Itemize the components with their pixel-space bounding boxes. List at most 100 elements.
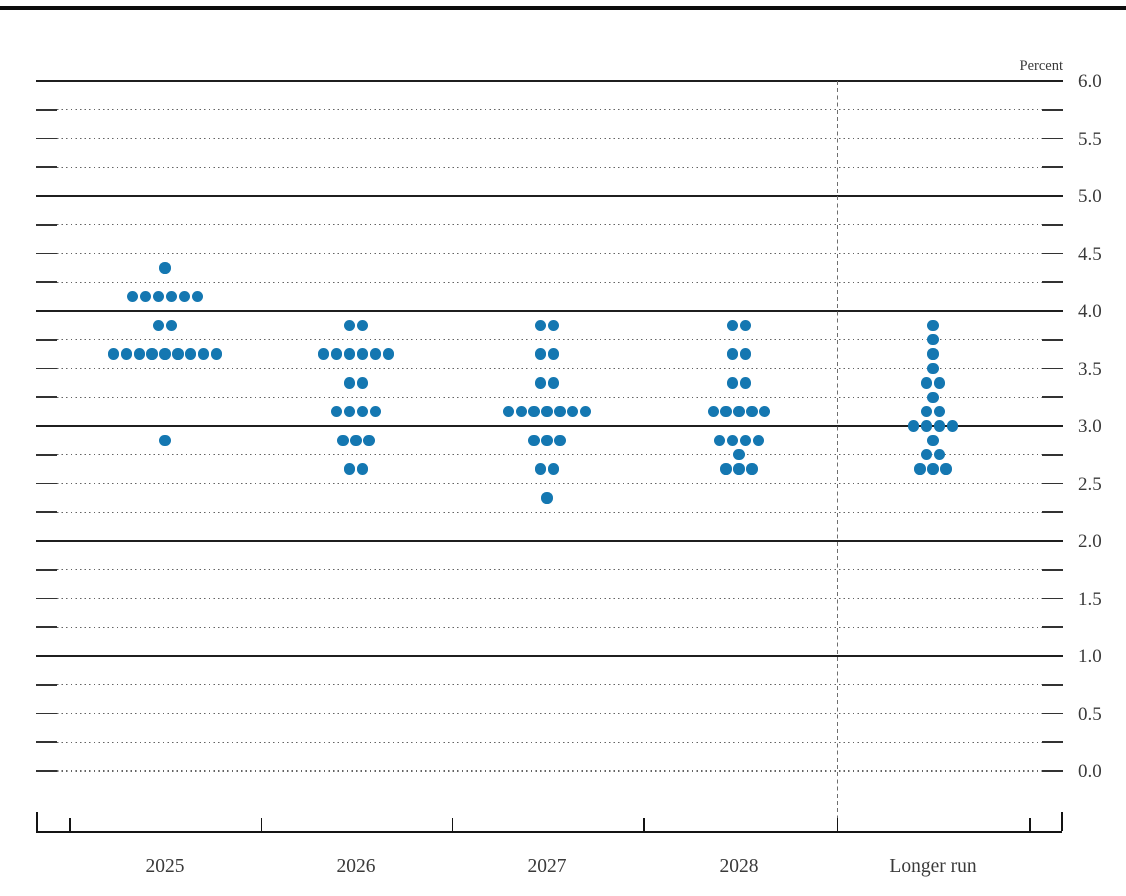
projection-dot xyxy=(580,405,592,418)
gridline-dotted xyxy=(57,339,1042,341)
projection-dot xyxy=(534,377,547,389)
projection-dot xyxy=(927,391,939,403)
gridline-solid xyxy=(36,425,1063,427)
y-axis-tick-right xyxy=(1042,252,1063,255)
projection-dot xyxy=(159,434,171,447)
y-axis-tick-right xyxy=(1042,367,1063,370)
projection-dot xyxy=(356,463,369,475)
gridline-dotted xyxy=(57,597,1042,600)
projection-dot xyxy=(927,434,939,447)
projection-dot xyxy=(534,348,547,360)
projection-dot xyxy=(733,449,745,461)
projection-dot xyxy=(927,362,939,375)
y-axis-tick-left xyxy=(36,223,57,226)
y-axis-label: 5.0 xyxy=(1078,186,1102,207)
projection-dot xyxy=(726,434,739,447)
y-axis-tick-left xyxy=(36,683,57,686)
y-axis-tick-left xyxy=(36,511,57,514)
projection-dot xyxy=(172,348,184,360)
projection-dot xyxy=(369,405,382,418)
projection-dot xyxy=(739,319,752,332)
x-axis-tick xyxy=(260,817,263,831)
projection-dot xyxy=(547,319,560,332)
x-axis-label-2027: 2027 xyxy=(527,856,567,877)
gridline-dotted xyxy=(57,252,1042,255)
y-axis-tick-right xyxy=(1042,568,1063,571)
gridline-dotted xyxy=(57,712,1042,715)
projection-dot xyxy=(946,420,959,432)
gridline-dotted xyxy=(57,482,1042,485)
gridline-dotted xyxy=(57,569,1042,571)
y-axis-tick-right xyxy=(1042,626,1063,629)
y-axis-label: 4.0 xyxy=(1078,301,1102,322)
projection-dot xyxy=(933,377,946,389)
x-axis-line xyxy=(36,830,1062,833)
gridline-dotted xyxy=(57,396,1042,398)
projection-dot xyxy=(707,405,719,418)
projection-dot xyxy=(739,348,752,360)
y-axis-tick-left xyxy=(36,281,57,284)
y-axis-tick-left xyxy=(36,396,57,399)
y-axis-tick-left xyxy=(36,338,57,341)
projection-dot xyxy=(318,348,330,360)
y-axis-tick-left xyxy=(36,741,57,744)
projection-dot xyxy=(927,348,939,360)
y-axis-tick-left xyxy=(36,367,57,370)
y-axis-label: 1.0 xyxy=(1078,646,1102,667)
x-axis-tick xyxy=(643,817,645,831)
y-axis-tick-right xyxy=(1042,712,1063,715)
gridline-dotted xyxy=(57,109,1042,111)
projection-dot xyxy=(547,377,560,389)
y-axis-tick-left xyxy=(36,108,57,111)
projection-dot xyxy=(343,405,356,418)
projection-dot xyxy=(133,348,145,360)
gridline-solid xyxy=(36,540,1063,542)
projection-dot xyxy=(933,420,946,432)
projection-dot xyxy=(337,434,349,447)
projection-dot xyxy=(554,434,566,447)
longer-run-divider-dashed-line xyxy=(836,81,838,831)
projection-dot xyxy=(127,290,139,303)
gridline-dotted xyxy=(57,367,1042,370)
projection-dot xyxy=(515,405,527,418)
y-axis-label: 3.5 xyxy=(1078,358,1102,380)
projection-dot xyxy=(726,319,739,332)
projection-dot xyxy=(759,405,771,418)
projection-dot xyxy=(356,348,369,360)
projection-dot xyxy=(343,348,356,360)
projection-dot xyxy=(746,405,758,418)
projection-dot xyxy=(927,319,939,332)
gridline-dotted xyxy=(57,684,1042,686)
projection-dot xyxy=(152,290,165,303)
y-axis-tick-right xyxy=(1042,770,1063,772)
gridline-solid xyxy=(36,80,1063,82)
y-axis-tick-right xyxy=(1042,338,1063,341)
projection-dot xyxy=(907,420,920,432)
projection-dot xyxy=(382,348,394,360)
projection-dot xyxy=(185,348,197,360)
y-axis-tick-left xyxy=(36,597,57,600)
projection-dot xyxy=(198,348,210,360)
y-axis-label: 6.0 xyxy=(1078,71,1102,92)
y-axis-tick-right xyxy=(1042,597,1063,600)
y-axis-tick-right xyxy=(1042,223,1063,226)
y-axis-tick-right xyxy=(1042,281,1063,284)
projection-dot xyxy=(528,434,540,447)
projection-dot xyxy=(191,290,203,303)
projection-dot xyxy=(330,348,343,360)
y-axis-tick-left xyxy=(36,137,57,140)
y-axis-label: 0.0 xyxy=(1078,761,1102,782)
gridline-dotted xyxy=(57,626,1042,628)
y-axis-tick-left xyxy=(36,626,57,629)
projection-dot xyxy=(343,319,356,332)
x-axis-tick xyxy=(451,817,454,831)
projection-dot xyxy=(933,405,946,418)
projection-dot xyxy=(159,262,171,274)
projection-dot xyxy=(940,463,952,475)
gridline-solid xyxy=(36,195,1063,197)
projection-dot xyxy=(920,420,933,432)
x-axis-tick xyxy=(36,811,38,831)
projection-dot xyxy=(541,405,553,418)
projection-dot xyxy=(178,290,191,303)
y-axis-tick-right xyxy=(1042,683,1063,686)
